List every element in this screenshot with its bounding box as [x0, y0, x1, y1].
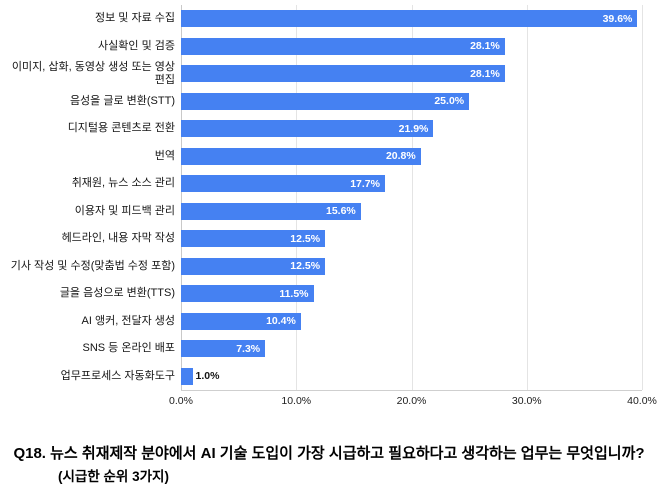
bar: 39.6% — [181, 10, 638, 28]
chart-row: 음성을 글로 변환(STT) 25.0% — [0, 88, 642, 116]
bar-cell: 21.9% — [181, 120, 642, 138]
gridline — [296, 5, 298, 390]
bar-value-label: 10.4% — [266, 315, 296, 328]
x-tick-label: 10.0% — [281, 395, 312, 407]
bar: 28.1% — [181, 37, 505, 55]
category-label: 사실확인 및 검증 — [98, 39, 175, 52]
chart-row: 헤드라인, 내용 자막 작성 12.5% — [0, 225, 642, 253]
bar-value-label: 21.9% — [398, 122, 429, 135]
category-label: SNS 등 온라인 배포 — [82, 342, 175, 355]
bar-value-label: 17.7% — [350, 177, 380, 190]
bar-cell: 15.6% — [181, 202, 642, 220]
chart-row: 이용자 및 피드백 관리 15.6% — [0, 198, 642, 226]
bar-chart: 정보 및 자료 수집 39.6% 사실확인 및 검증 28.1% 이미지, 삽화, 동영… — [0, 5, 658, 411]
bar-value-label: 11.5% — [279, 287, 309, 300]
bar: 12.5% — [181, 230, 326, 248]
plot-area: 정보 및 자료 수집 39.6% 사실확인 및 검증 28.1% 이미지, 삽화, 동영… — [0, 5, 658, 390]
bar-value-label: 25.0% — [434, 95, 465, 108]
bar: 28.1% — [181, 65, 505, 83]
chart-caption: Q18. 뉴스 취재제작 분야에서 AI 기술 도입이 가장 시급하고 필요하다… — [0, 442, 658, 485]
bar-value-label: 15.6% — [326, 205, 356, 218]
bar-value-label: 28.1% — [470, 40, 500, 53]
chart-row: AI 앵커, 전달자 생성 10.4% — [0, 308, 642, 336]
bar: 7.3% — [181, 340, 266, 358]
bar-cell: 12.5% — [181, 230, 642, 248]
x-tick-label: 30.0% — [511, 395, 542, 407]
chart-row: SNS 등 온라인 배포 7.3% — [0, 335, 642, 363]
chart-row: 디지털용 콘텐츠로 전환 21.9% — [0, 115, 642, 143]
x-tick-label: 40.0% — [627, 395, 657, 407]
caption-subnote: (시급한 순위 3가지) — [58, 469, 169, 484]
bar: 12.5% — [181, 257, 326, 275]
bar: 15.6% — [181, 202, 361, 220]
chart-row: 기사 작성 및 수정(맞춤법 수정 포함) 12.5% — [0, 253, 642, 281]
gridline — [642, 5, 643, 390]
bar: 11.5% — [181, 285, 314, 303]
bar-cell: 17.7% — [181, 175, 642, 193]
bar-cell: 10.4% — [181, 312, 642, 330]
bar-cell: 20.8% — [181, 147, 642, 165]
bar: 21.9% — [181, 120, 434, 138]
chart-row: 이미지, 삽화, 동영상 생성 또는 영상 편집 28.1% — [0, 60, 642, 88]
bar-cell: 11.5% — [181, 285, 642, 303]
category-label: 글을 음성으로 변환(TTS) — [59, 287, 175, 300]
category-label: 업무프로세스 자동화도구 — [60, 369, 175, 382]
bar-value-label: 12.5% — [290, 232, 321, 245]
bar: 10.4% — [181, 312, 301, 330]
category-label: 기사 작성 및 수정(맞춤법 수정 포함) — [10, 259, 175, 272]
bar: 17.7% — [181, 175, 385, 193]
chart-row: 사실확인 및 검증 28.1% — [0, 33, 642, 61]
category-label: 헤드라인, 내용 자막 작성 — [61, 232, 175, 245]
gridline — [411, 5, 413, 390]
bar-cell: 28.1% — [181, 37, 642, 55]
bar-value-label: 39.6% — [602, 12, 633, 25]
bar-cell: 7.3% — [181, 340, 642, 358]
bar-cell: 28.1% — [181, 65, 642, 83]
bar-value-label: 1.0% — [195, 370, 220, 383]
category-label: AI 앵커, 전달자 생성 — [81, 314, 175, 327]
x-axis: 0.0% 10.0% 20.0% 30.0% 40.0% — [169, 390, 657, 411]
bar-cell: 39.6% — [181, 10, 642, 28]
gridline — [181, 5, 182, 390]
category-label: 디지털용 콘텐츠로 전환 — [67, 122, 175, 135]
category-label: 이미지, 삽화, 동영상 생성 또는 영상 편집 — [11, 61, 175, 86]
bar-cell: 12.5% — [181, 257, 642, 275]
gridline — [526, 5, 528, 390]
bar: 20.8% — [181, 147, 421, 165]
chart-row: 글을 음성으로 변환(TTS) 11.5% — [0, 280, 642, 308]
category-label: 음성을 글로 변환(STT) — [69, 94, 175, 107]
bar-value-label: 20.8% — [385, 150, 416, 163]
bar-cell: 25.0% — [181, 92, 642, 110]
bar-cell: 1.0% — [181, 367, 642, 385]
bar-value-label: 28.1% — [470, 67, 500, 80]
bar-value-label: 12.5% — [290, 260, 321, 273]
category-label: 번역 — [154, 149, 175, 162]
bar-value-label: 7.3% — [236, 342, 261, 355]
chart-row: 번역 20.8% — [0, 143, 642, 171]
x-tick-label: 0.0% — [169, 395, 193, 407]
x-tick-label: 20.0% — [396, 395, 427, 407]
gridlines — [181, 5, 643, 390]
category-label: 정보 및 자료 수집 — [94, 12, 175, 25]
chart-rows: 정보 및 자료 수집 39.6% 사실확인 및 검증 28.1% 이미지, 삽화, 동영… — [0, 5, 642, 390]
chart-row: 업무프로세스 자동화도구 1.0% — [0, 363, 642, 391]
category-label: 취재원, 뉴스 소스 관리 — [71, 177, 175, 190]
chart-row: 정보 및 자료 수집 39.6% — [0, 5, 642, 33]
bar — [181, 367, 193, 385]
chart-row: 취재원, 뉴스 소스 관리 17.7% — [0, 170, 642, 198]
bar: 25.0% — [181, 92, 470, 110]
caption-question: Q18. 뉴스 취재제작 분야에서 AI 기술 도입이 가장 시급하고 필요하다… — [13, 445, 645, 462]
category-label: 이용자 및 피드백 관리 — [74, 204, 175, 217]
